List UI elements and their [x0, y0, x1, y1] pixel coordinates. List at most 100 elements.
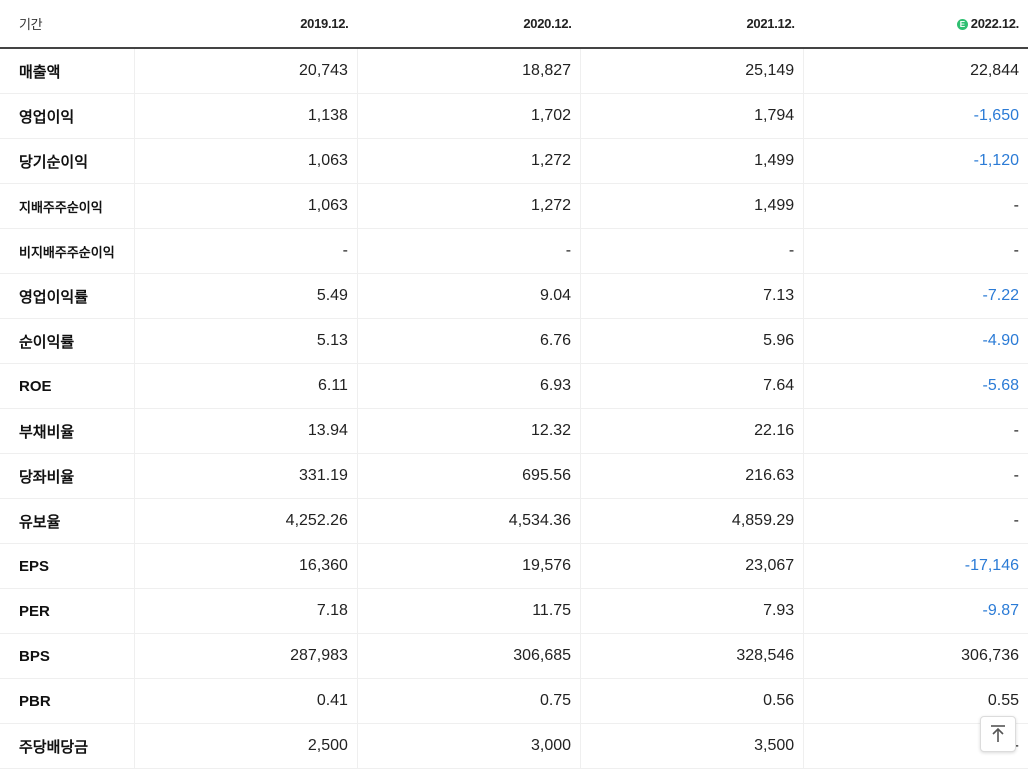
value-cell: 7.64	[580, 363, 804, 409]
value-cell: 7.13	[580, 273, 804, 319]
row-label: 매출액	[0, 48, 135, 94]
row-label: 당좌비율	[0, 453, 135, 499]
scroll-to-top-button[interactable]	[980, 716, 1016, 752]
value-cell: 0.56	[580, 678, 804, 724]
value-cell: 0.41	[133, 678, 358, 724]
period-header: 기간	[0, 0, 135, 49]
value-cell: -	[803, 498, 1028, 544]
table-row: 당기순이익 1,063 1,272 1,499 -1,120	[0, 138, 1028, 184]
value-cell: 287,983	[133, 633, 358, 679]
value-cell: 0.75	[356, 678, 581, 724]
value-cell: 1,063	[133, 138, 358, 184]
value-cell: 4,534.36	[356, 498, 581, 544]
value-cell: 20,743	[133, 48, 358, 94]
row-label: 주당배당금	[0, 723, 135, 769]
value-cell: -	[803, 228, 1028, 274]
table-row: 영업이익 1,138 1,702 1,794 -1,650	[0, 93, 1028, 139]
row-label: 영업이익	[0, 93, 135, 139]
value-cell: -	[803, 408, 1028, 454]
value-cell: 23,067	[580, 543, 804, 589]
arrow-up-to-top-icon	[991, 725, 1005, 742]
value-cell: 6.93	[356, 363, 581, 409]
value-cell: 5.49	[133, 273, 358, 319]
row-label: 당기순이익	[0, 138, 135, 184]
value-cell: 695.56	[356, 453, 581, 499]
value-cell: 1,794	[580, 93, 804, 139]
row-label: ROE	[0, 363, 135, 409]
table-row: ROE 6.11 6.93 7.64 -5.68	[0, 363, 1028, 409]
table-row: 당좌비율 331.19 695.56 216.63-	[0, 453, 1028, 499]
value-cell: 1,702	[356, 93, 581, 139]
row-label: 순이익률	[0, 318, 135, 364]
estimate-badge-icon: E	[956, 19, 968, 30]
value-cell: -	[356, 228, 581, 274]
year-header-2022-estimate: E 2022.12.	[803, 0, 1028, 49]
value-cell: 306,736	[803, 633, 1028, 679]
row-label: PBR	[0, 678, 135, 724]
value-cell: 11.75	[356, 588, 581, 634]
value-cell: -	[803, 183, 1028, 229]
table-row: 유보율 4,252.26 4,534.36 4,859.29-	[0, 498, 1028, 544]
value-cell: 7.93	[580, 588, 804, 634]
value-cell: 13.94	[133, 408, 358, 454]
value-cell: -9.87	[803, 588, 1028, 634]
value-cell: 4,252.26	[133, 498, 358, 544]
value-cell: 12.32	[356, 408, 581, 454]
table-body: 매출액 20,743 18,827 25,149 22,844 영업이익 1,138 1,70…	[0, 48, 1028, 769]
value-cell: 6.11	[133, 363, 358, 409]
value-cell: 3,500	[580, 723, 804, 769]
row-label: EPS	[0, 543, 135, 589]
table-row: PBR 0.41 0.75 0.56 0.55	[0, 678, 1028, 724]
value-cell: 1,499	[580, 183, 804, 229]
value-cell: -1,120	[803, 138, 1028, 184]
value-cell: 1,138	[133, 93, 358, 139]
value-cell: -	[803, 453, 1028, 499]
value-cell: 306,685	[356, 633, 581, 679]
value-cell: 18,827	[356, 48, 581, 94]
value-cell: -5.68	[803, 363, 1028, 409]
row-label: 부채비율	[0, 408, 135, 454]
value-cell: 22.16	[580, 408, 804, 454]
table-row: 비지배주주순이익 - - - -	[0, 228, 1028, 274]
year-label-2022: 2022.12.	[970, 16, 1020, 31]
table-row: 매출액 20,743 18,827 25,149 22,844	[0, 48, 1028, 94]
year-header-2019: 2019.12.	[134, 0, 358, 49]
value-cell: -4.90	[803, 318, 1028, 364]
year-header-2020: 2020.12.	[357, 0, 581, 49]
value-cell: -17,146	[803, 543, 1028, 589]
value-cell: -	[580, 228, 804, 274]
value-cell: 6.76	[356, 318, 581, 364]
table-row: 순이익률 5.13 6.76 5.96 -4.90	[0, 318, 1028, 364]
row-label: 영업이익률	[0, 273, 135, 319]
value-cell: -7.22	[803, 273, 1028, 319]
value-cell: 19,576	[356, 543, 581, 589]
table-row: 부채비율 13.94 12.32 22.16-	[0, 408, 1028, 454]
table-row: 영업이익률 5.49 9.04 7.13 -7.22	[0, 273, 1028, 319]
year-header-2021: 2021.12.	[580, 0, 804, 49]
value-cell: 328,546	[580, 633, 804, 679]
value-cell: 9.04	[356, 273, 581, 319]
table-row: BPS 287,983 306,685 328,546 306,736	[0, 633, 1028, 679]
value-cell: 7.18	[133, 588, 358, 634]
row-label: BPS	[0, 633, 135, 679]
value-cell: 331.19	[133, 453, 358, 499]
value-cell: 2,500	[133, 723, 358, 769]
table-row: 주당배당금 2,500 3,000 3,500-	[0, 723, 1028, 769]
row-label: 지배주주순이익	[0, 183, 135, 229]
value-cell: -	[133, 228, 358, 274]
row-label: 유보율	[0, 498, 135, 544]
value-cell: 216.63	[580, 453, 804, 499]
value-cell: 1,272	[356, 183, 581, 229]
table-row: 지배주주순이익 1,063 1,272 1,499-	[0, 183, 1028, 229]
table-header: 기간 2019.12. 2020.12. 2021.12. E 2022.12.	[0, 0, 1028, 49]
table-row: EPS 16,360 19,576 23,067 -17,146	[0, 543, 1028, 589]
value-cell: -1,650	[803, 93, 1028, 139]
value-cell: 1,063	[133, 183, 358, 229]
value-cell: 3,000	[356, 723, 581, 769]
value-cell: 5.13	[133, 318, 358, 364]
header-row: 기간 2019.12. 2020.12. 2021.12. E 2022.12.	[0, 0, 1028, 49]
value-cell: 1,272	[356, 138, 581, 184]
row-label: 비지배주주순이익	[0, 228, 135, 274]
value-cell: 5.96	[580, 318, 804, 364]
